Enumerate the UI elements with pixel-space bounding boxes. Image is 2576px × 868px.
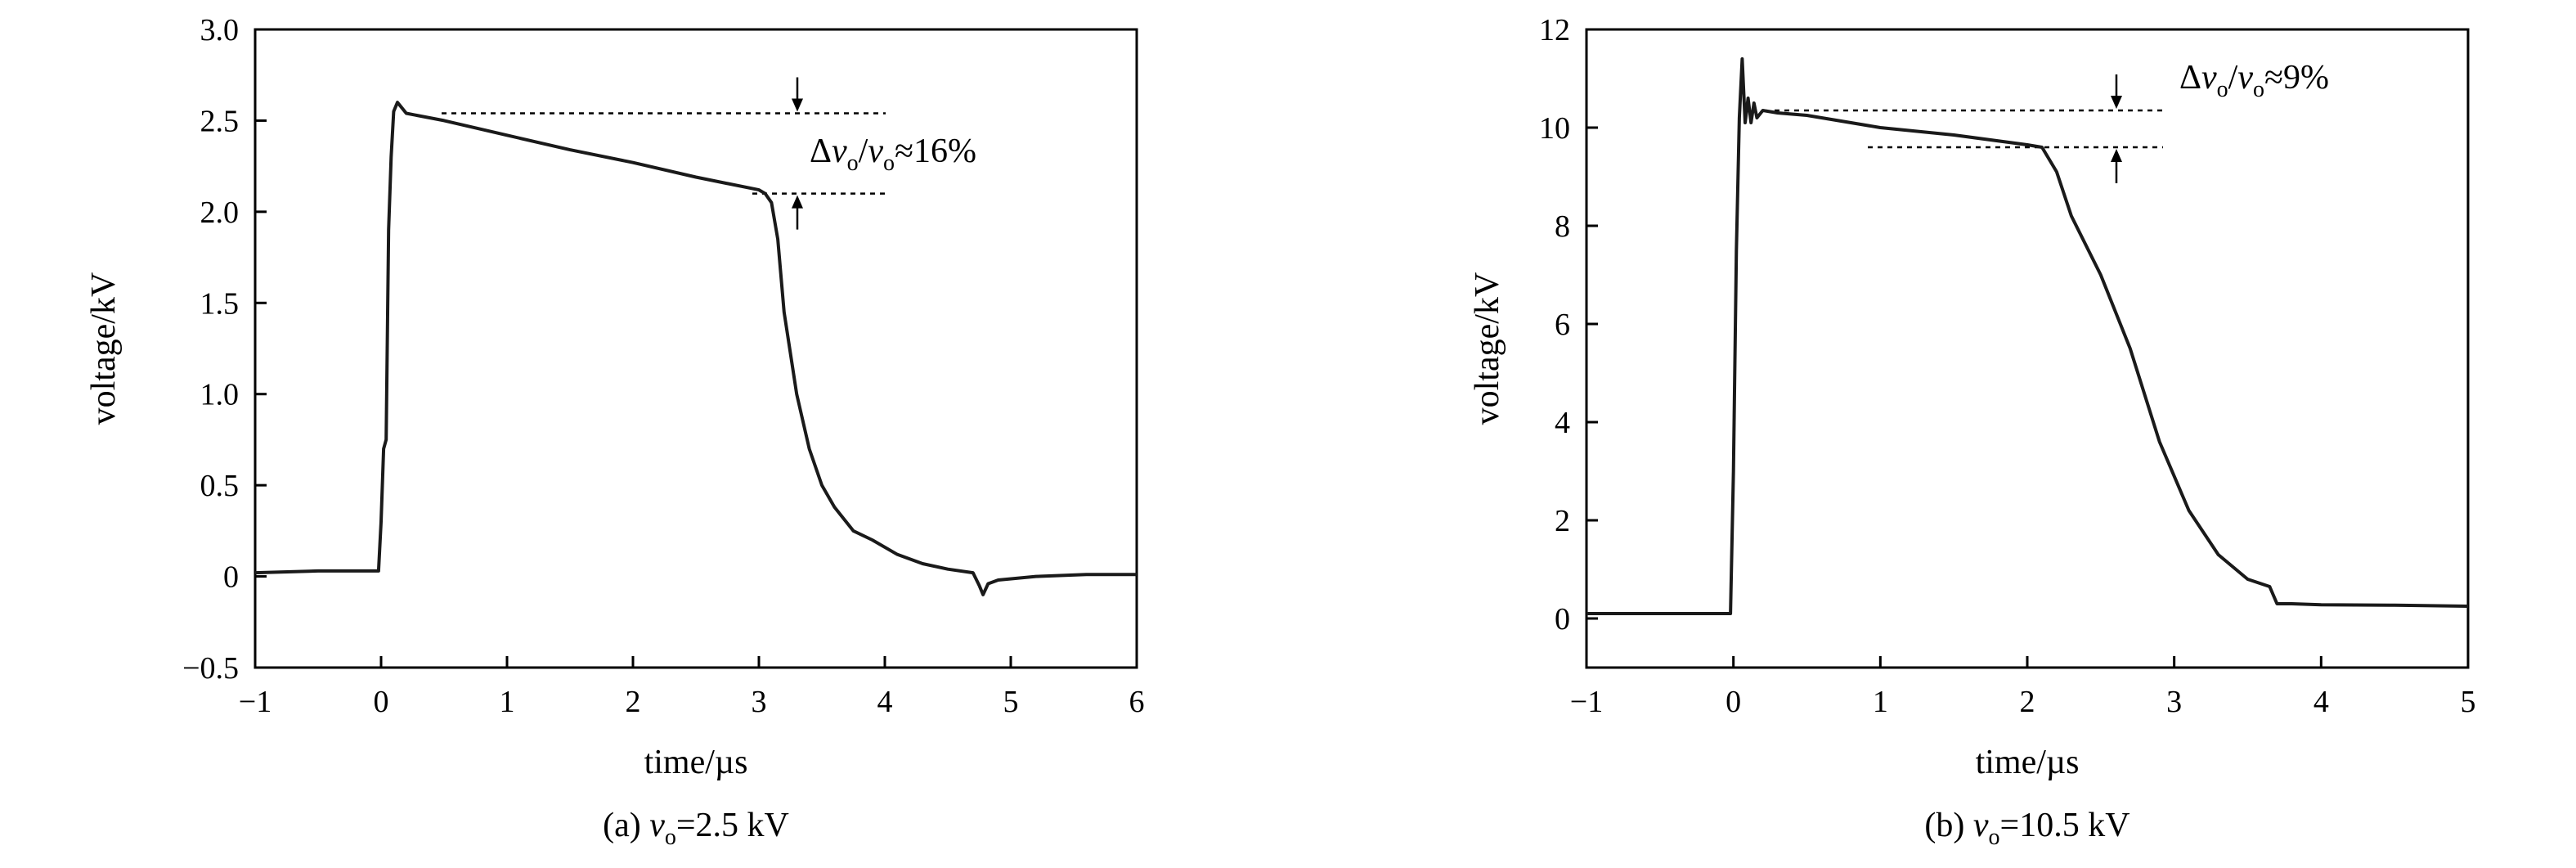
x-tick-label: 5 [2461,685,2476,719]
caption-a: (a) vo=2.5 kV [603,807,789,850]
subscript: o [847,151,859,176]
y-tick-label: 6 [1555,308,1570,342]
y-tick-label: 0.5 [200,469,240,503]
y-tick-label: 0 [223,560,239,595]
x-tick-label: 4 [877,685,893,719]
y-tick-label: 12 [1539,13,1570,47]
series-line-b [1586,57,2469,615]
x-tick-label: 2 [2020,685,2035,719]
x-tick-label: 1 [1873,685,1888,719]
y-tick-label: 1.0 [200,378,240,412]
y-tick-label: 2.5 [200,104,240,138]
x-tick-label: 0 [374,685,389,719]
slash: / [859,133,868,170]
var-symbol: v [2237,59,2253,97]
subscript: o [2217,77,2228,102]
var-symbol: v [832,133,847,170]
subscript: o [883,151,895,176]
caption-subscript: o [1989,825,2000,850]
delta-value: ≈9% [2264,59,2329,97]
chart-a: −1 0 1 2 3 4 5 6 −0.5 0 0.5 1.0 1.5 2.0 2.5 3.0 time/µ… [85,13,1145,850]
y-axis-title-b: voltage/kV [1469,272,1506,425]
delta-annotation-a: Δvo/vo≈16% [442,77,976,230]
x-tick-labels-a: −1 0 1 2 3 4 5 6 [239,685,1145,719]
arrow-down-head-icon [792,98,803,112]
arrow-up-head-icon [2111,149,2122,162]
x-tick-label: 1 [500,685,515,719]
y-tick-labels-b: 0 2 4 6 8 10 12 [1539,13,1570,636]
x-axis-title-b: time/µs [1976,744,2080,781]
x-axis-title-a: time/µs [644,744,748,781]
delta-annotation-b: Δvo/vo≈9% [1775,59,2329,183]
y-axis-title-a: voltage/kV [85,272,123,425]
tick-marks-b [1585,28,2470,668]
y-tick-label: 8 [1555,209,1570,244]
var-symbol: v [2201,59,2217,97]
plot-frame-b [1585,28,2470,669]
x-tick-label: 3 [752,685,767,719]
caption-prefix: (a) [603,807,649,844]
arrow-down-head-icon [2111,96,2122,109]
slash: / [2228,59,2238,97]
subscript: o [2253,77,2264,102]
caption-var: v [1973,807,1989,844]
caption-subscript: o [665,825,676,850]
delta-ratio-label: Δvo/vo≈16% [810,133,976,176]
caption-suffix: =2.5 kV [676,807,789,844]
tick-marks-a [254,28,1138,669]
y-tick-label: 4 [1555,406,1570,440]
var-symbol: v [868,133,883,170]
delta-ratio-label: Δvo/vo≈9% [2179,59,2329,102]
caption-var: v [649,807,665,844]
plot-frame-a [254,28,1138,669]
y-tick-label: −0.5 [182,651,239,686]
delta-symbol: Δ [810,133,832,170]
x-tick-label: −1 [1570,685,1603,719]
delta-value: ≈16% [895,133,976,170]
y-tick-label: 10 [1539,111,1570,146]
x-tick-label: 4 [2313,685,2329,719]
x-tick-label: 2 [626,685,641,719]
delta-symbol: Δ [2179,59,2201,97]
y-tick-label: 1.5 [200,286,240,321]
x-tick-labels-b: −1 0 1 2 3 4 5 [1570,685,2476,719]
x-tick-label: −1 [239,685,272,719]
arrow-up-head-icon [792,195,803,209]
series-line-a [254,101,1137,596]
y-tick-label: 3.0 [200,13,240,47]
x-tick-label: 3 [2166,685,2182,719]
caption-prefix: (b) [1924,807,1972,844]
y-tick-label: 2.0 [200,196,240,230]
y-tick-label: 2 [1555,504,1570,538]
x-tick-label: 6 [1129,685,1145,719]
y-tick-label: 0 [1555,602,1570,636]
x-tick-label: 5 [1003,685,1019,719]
caption-suffix: =10.5 kV [2000,807,2130,844]
y-tick-labels-a: −0.5 0 0.5 1.0 1.5 2.0 2.5 3.0 [182,13,239,686]
x-tick-label: 0 [1726,685,1741,719]
caption-b: (b) vo=10.5 kV [1924,807,2129,850]
